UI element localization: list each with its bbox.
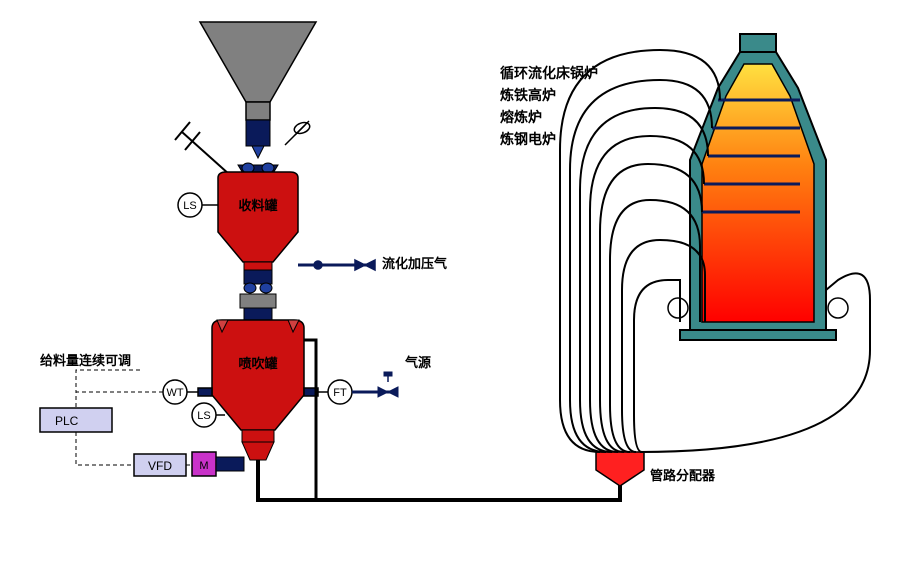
feed-adjustable-label: 给料量连续可调 [40,353,131,368]
main-pipe [258,460,620,500]
furnace-type-3: 炼钢电炉 [500,131,556,147]
motor-label: M [199,460,208,472]
furnace-type-1: 炼铁高炉 [500,87,556,103]
ft-sensor: FT [318,380,352,404]
ls2-label: LS [197,410,210,422]
receiving-tank-label: 收料罐 [238,198,277,213]
probe-icon [175,122,230,175]
ft-label: FT [333,387,347,399]
recirculation-pipe [304,340,316,500]
top-valve-section [238,120,278,175]
hand-valve-icon [285,121,311,145]
furnace-type-2: 熔炼炉 [500,109,542,125]
vfd-label: VFD [148,459,172,473]
furnace [668,34,848,340]
ls-sensor-1: LS [178,193,218,217]
furnace-type-0: 循环流化床锅炉 [500,65,598,81]
injection-tank-label: 喷吹罐 [238,356,277,371]
motor: M [192,452,244,476]
gas-source-label: 气源 [405,355,431,370]
fluidize-gas-label: 流化加压气 [382,256,447,271]
vfd-box: VFD [134,454,186,476]
middle-valve-section [240,270,276,322]
plc-label: PLC [55,414,79,428]
distributor: 管路分配器 [596,452,716,486]
plc-box: PLC [40,408,112,432]
hopper [200,22,316,120]
ls1-label: LS [183,200,196,212]
injection-tank: 喷吹罐 [212,320,304,460]
receiving-tank: 收料罐 [218,172,298,270]
ls-sensor-2: LS [192,403,225,427]
wt-sensor: WT [163,380,198,404]
distributor-label: 管路分配器 [650,468,716,483]
wt-label: WT [166,387,183,399]
